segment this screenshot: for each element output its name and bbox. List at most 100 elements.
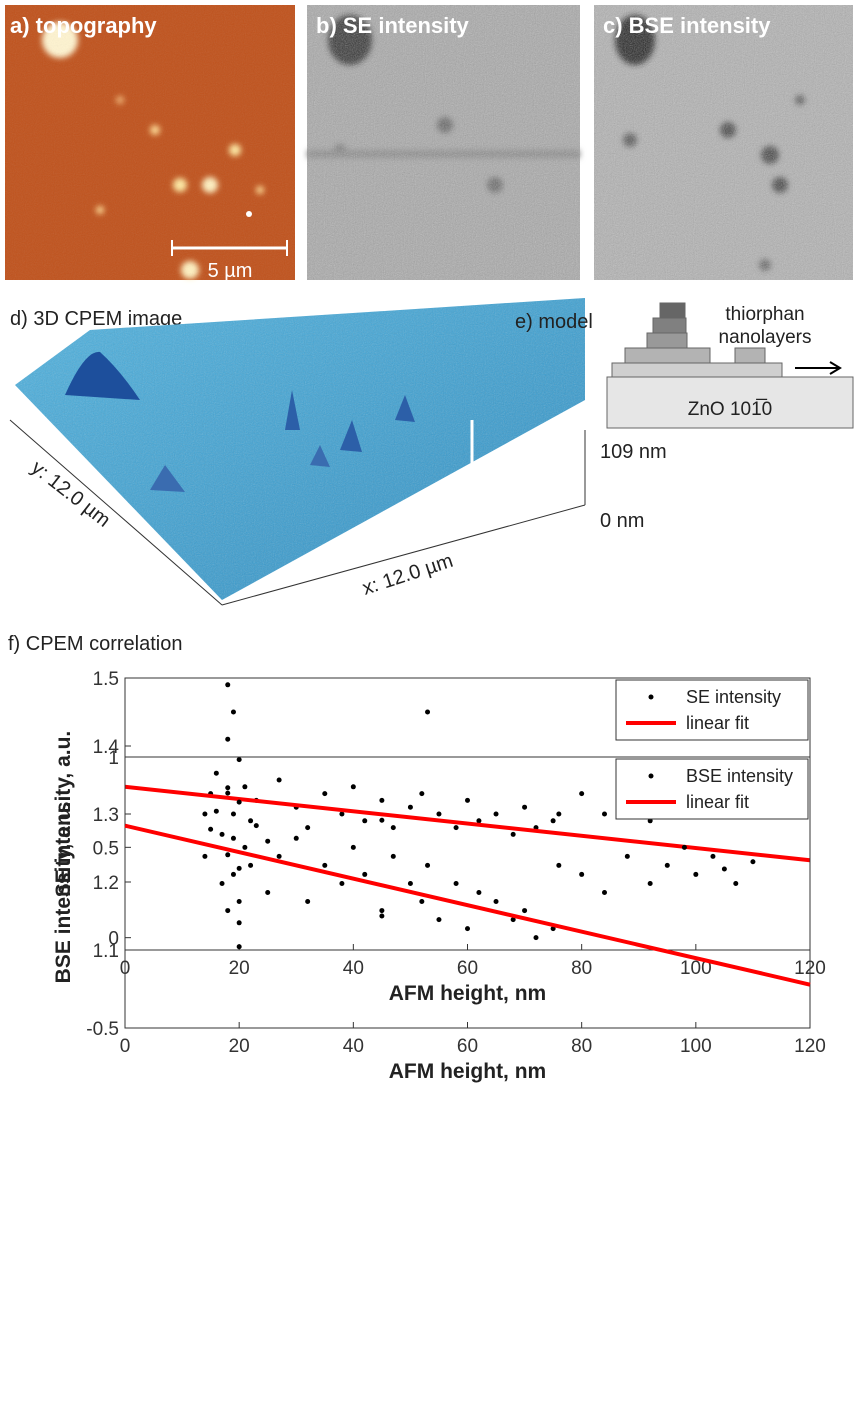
data-point: [213, 770, 219, 776]
y-tick-label: 1.5: [93, 669, 119, 690]
y-tick-label: 1: [108, 748, 119, 769]
data-point: [225, 908, 231, 914]
data-point: [230, 871, 236, 877]
data-point: [510, 917, 516, 923]
data-point: [476, 890, 482, 895]
surface-peaks: [65, 351, 474, 492]
data-point: [710, 853, 716, 859]
data-point: [248, 862, 254, 868]
data-point: [750, 859, 756, 865]
x-tick-label: 80: [571, 1036, 592, 1057]
y-tick-label: 0.5: [93, 838, 119, 859]
data-point: [213, 808, 219, 814]
legend-label: BSE intensity: [686, 766, 793, 786]
legend-box: [615, 758, 809, 820]
data-point: [322, 791, 328, 797]
x-axis-label: x: 12.0 µm: [360, 550, 456, 600]
legend-label: linear fit: [686, 792, 749, 812]
data-point: [362, 818, 368, 824]
data-point: [236, 944, 242, 950]
data-point: [253, 823, 259, 829]
data-point: [293, 835, 299, 841]
data-point: [362, 871, 368, 877]
x-tick-label: 100: [680, 1036, 712, 1057]
data-point: [265, 890, 271, 895]
image-noise: [307, 5, 580, 280]
data-point: [556, 862, 562, 868]
data-point: [305, 825, 311, 831]
substrate-label: ZnO 101̅0: [688, 399, 773, 420]
data-point: [236, 865, 242, 871]
data-point: [550, 926, 556, 932]
data-point: [647, 880, 653, 886]
z-label: 109 nm: [600, 441, 667, 463]
data-point: [493, 899, 499, 905]
data-point: [225, 852, 231, 858]
data-point: [230, 835, 236, 841]
data-point: [436, 811, 442, 817]
legend-label: SE intensity: [686, 687, 781, 707]
data-point: [550, 818, 556, 824]
surface-noise: [15, 298, 585, 600]
image-noise: [594, 5, 853, 280]
x-axis-label: AFM height, nm: [389, 1060, 546, 1083]
data-point: [350, 784, 356, 790]
data-point: [579, 871, 585, 877]
data-point: [493, 811, 499, 817]
x-tick-label: 0: [120, 1036, 131, 1057]
data-point: [453, 825, 459, 831]
data-point: [379, 817, 385, 823]
data-point: [202, 811, 208, 817]
data-point: [510, 831, 516, 837]
x-tick-label: 20: [229, 1036, 250, 1057]
x-tick-label: 40: [343, 958, 364, 979]
z-label: 0 nm: [600, 510, 644, 532]
data-point: [219, 880, 225, 886]
panel-title: b) SE intensity: [316, 13, 470, 38]
data-point: [225, 682, 231, 688]
x-tick-label: 60: [457, 1036, 478, 1057]
data-point: [225, 785, 231, 791]
x-tick-label: 20: [229, 958, 250, 979]
data-point: [556, 811, 562, 817]
data-point: [664, 862, 670, 868]
data-point: [602, 890, 607, 895]
data-point: [350, 844, 356, 850]
data-point: [236, 799, 242, 805]
data-point: [225, 790, 231, 796]
data-point: [647, 818, 653, 824]
data-point: [465, 926, 470, 932]
data-point: [465, 797, 470, 803]
data-point: [242, 784, 248, 790]
particle: [246, 211, 252, 217]
image-noise: [5, 5, 295, 280]
data-point: [436, 917, 442, 923]
data-point: [579, 791, 585, 797]
data-point: [721, 866, 727, 872]
data-point: [522, 804, 528, 810]
y-tick-label: -0.5: [86, 1019, 119, 1040]
panel-title: c) BSE intensity: [603, 13, 771, 38]
data-point: [379, 797, 385, 803]
fit-line: [124, 823, 811, 987]
x-tick-label: 80: [571, 958, 592, 979]
data-point: [236, 757, 242, 763]
data-point: [453, 880, 459, 886]
x-tick-label: 120: [794, 1036, 826, 1057]
layer-label: thiorphan: [725, 304, 804, 325]
data-point: [339, 811, 345, 817]
data-point: [236, 920, 242, 926]
data-point: [425, 709, 431, 715]
panel-title: e) model: [515, 311, 593, 333]
y-tick-label: 1.1: [93, 941, 119, 962]
data-point: [407, 804, 413, 810]
data-point: [236, 899, 242, 905]
data-point: [379, 913, 385, 919]
data-point: [225, 736, 231, 742]
data-point: [425, 862, 431, 868]
arrowhead: [829, 361, 842, 375]
legend-swatch: [648, 694, 654, 700]
x-tick-label: 40: [343, 1036, 364, 1057]
data-point: [379, 908, 385, 914]
